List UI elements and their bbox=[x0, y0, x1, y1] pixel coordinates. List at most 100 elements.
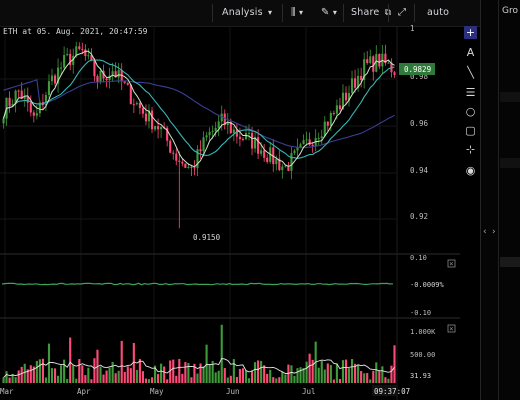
volume-bar bbox=[317, 367, 320, 383]
candle-body bbox=[375, 54, 378, 72]
candle-body bbox=[35, 113, 38, 116]
time-tick: Jun bbox=[226, 387, 240, 396]
volume-bar bbox=[284, 374, 287, 383]
share-button[interactable]: Share ⧉ bbox=[351, 4, 391, 21]
volume-bar bbox=[363, 373, 366, 383]
candle-body bbox=[208, 131, 211, 136]
volume-bar bbox=[196, 373, 199, 383]
volume-bar bbox=[44, 377, 48, 383]
candle-body bbox=[84, 49, 87, 57]
volume-bar bbox=[360, 370, 363, 383]
fullscreen-button[interactable]: ⤢ bbox=[398, 4, 406, 21]
volume-bar bbox=[263, 365, 266, 383]
candle-body bbox=[47, 81, 51, 96]
chart-toolbar: Analysis ▾ ⫼ ▾ ✎ ▾ Share ⧉ ⤢ auto bbox=[0, 0, 480, 27]
candle-body bbox=[347, 92, 351, 101]
candle-body bbox=[105, 78, 108, 80]
candle-body bbox=[232, 129, 235, 134]
volume-bar bbox=[229, 375, 232, 383]
volume-bar bbox=[202, 366, 205, 383]
volume-bar bbox=[117, 370, 120, 383]
volume-bar bbox=[153, 365, 157, 383]
oscillator-line bbox=[1, 282, 394, 286]
candle-body bbox=[363, 59, 366, 80]
crosshair-icon[interactable]: + bbox=[464, 26, 477, 39]
candle-body bbox=[244, 133, 248, 140]
draw-button[interactable]: ✎ ▾ bbox=[321, 4, 337, 21]
panel-row bbox=[500, 92, 520, 102]
side-panel-tab[interactable]: Gro bbox=[502, 6, 518, 16]
candle-body bbox=[260, 150, 263, 154]
candle-body bbox=[57, 67, 60, 84]
volume-bar bbox=[238, 368, 241, 383]
volume-bar bbox=[311, 359, 314, 383]
volume-bar bbox=[2, 377, 5, 383]
auto-scale-button[interactable]: auto bbox=[427, 4, 449, 21]
node-icon[interactable]: ⊹ bbox=[465, 143, 476, 156]
volume-close-button[interactable] bbox=[447, 324, 456, 333]
volume-bar bbox=[247, 378, 251, 383]
volume-bar bbox=[381, 366, 384, 383]
candle-body bbox=[75, 46, 78, 56]
candle-body bbox=[220, 113, 223, 122]
time-tick: Mar bbox=[0, 387, 14, 396]
chevron-left-icon[interactable]: ‹ bbox=[483, 227, 487, 237]
volume-bar bbox=[75, 378, 78, 383]
volume-bar bbox=[344, 359, 348, 383]
trend-line-icon[interactable]: ╲ bbox=[467, 66, 474, 79]
chart-type-button[interactable]: ⫼ ▾ bbox=[291, 4, 303, 21]
candle-body bbox=[53, 75, 57, 84]
candle-body bbox=[266, 157, 269, 162]
oscillator-close-button[interactable] bbox=[447, 259, 456, 268]
candle-body bbox=[372, 56, 375, 72]
horizontal-lines-icon[interactable]: ☰ bbox=[465, 86, 476, 99]
volume-bar bbox=[244, 370, 248, 383]
volume-bar bbox=[223, 368, 226, 383]
volume-bar bbox=[87, 367, 90, 383]
volume-bar bbox=[335, 363, 338, 383]
candle-body bbox=[32, 112, 35, 116]
volume-bar bbox=[126, 366, 129, 383]
volume-bar bbox=[132, 342, 135, 383]
time-tick: Apr bbox=[77, 387, 91, 396]
candle-body bbox=[366, 59, 369, 63]
candle-body bbox=[81, 48, 84, 50]
chevron-right-icon[interactable]: › bbox=[492, 227, 496, 237]
text-icon[interactable]: A bbox=[466, 46, 475, 59]
volume-bar bbox=[157, 373, 160, 383]
lock-icon[interactable]: ▢ bbox=[465, 124, 476, 137]
volume-bar bbox=[23, 363, 26, 383]
volume-bar bbox=[178, 358, 181, 383]
grid bbox=[0, 26, 396, 384]
volume-bar bbox=[350, 359, 354, 383]
volume-tick: 500.00 bbox=[410, 351, 435, 359]
volume-bar bbox=[354, 363, 357, 383]
chart-canvas[interactable]: ETH at 05. Aug. 2021, 20:47:59 0.9150 1 … bbox=[0, 0, 460, 400]
toolbar-divider bbox=[343, 4, 344, 22]
candle-body bbox=[308, 139, 311, 145]
volume-bar bbox=[190, 377, 193, 383]
volume-bar bbox=[387, 378, 390, 383]
volume-bar bbox=[166, 379, 169, 383]
candle-body bbox=[17, 90, 20, 92]
candle-body bbox=[184, 163, 187, 168]
analysis-button[interactable]: Analysis ▾ bbox=[222, 4, 272, 21]
volume-bar bbox=[160, 363, 163, 383]
candle-body bbox=[254, 137, 257, 149]
candle-body bbox=[72, 55, 75, 65]
volume-bar bbox=[172, 359, 175, 383]
ma-slow-line bbox=[3, 79, 395, 149]
volume-bar bbox=[105, 370, 108, 383]
candle-body bbox=[78, 46, 81, 49]
volume-bar bbox=[347, 368, 351, 383]
candle-body bbox=[326, 121, 329, 126]
volume-bar bbox=[144, 378, 148, 383]
volume-bar bbox=[384, 377, 387, 383]
candle-body bbox=[360, 75, 363, 80]
price-tick: 0.98 bbox=[410, 72, 429, 81]
candle-body bbox=[196, 149, 199, 169]
circle-icon[interactable]: ○ bbox=[465, 105, 476, 118]
candle-body bbox=[20, 90, 23, 99]
eye-icon[interactable]: ◉ bbox=[465, 164, 476, 177]
volume-bars bbox=[2, 324, 396, 383]
